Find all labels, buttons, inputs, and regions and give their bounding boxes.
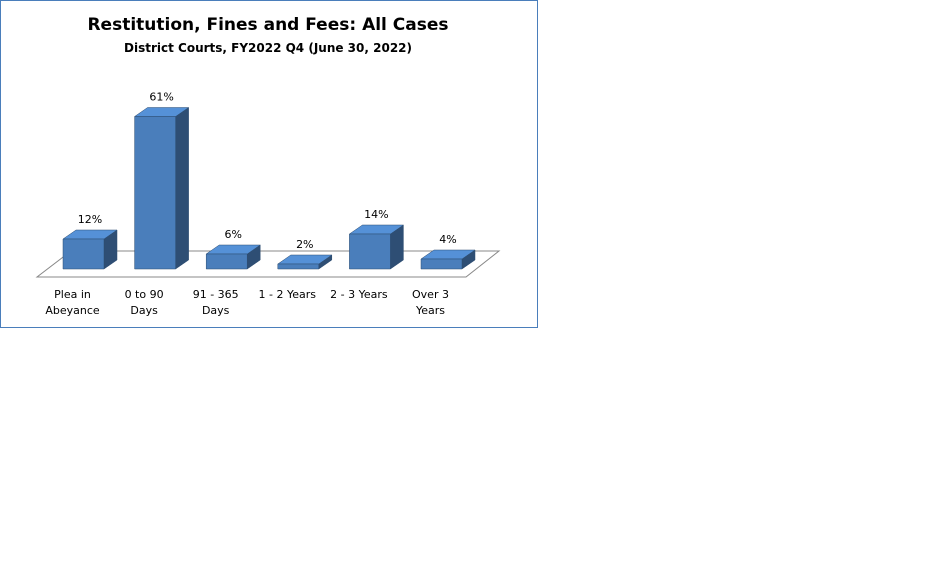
bar-front [420,258,463,270]
x-tick-label: 1 - 2 Years [258,288,317,301]
x-tick-label: 91 - 365 Days [192,288,239,317]
chart-frame: Restitution, Fines and Fees: All Cases D… [0,0,538,328]
bar-front [134,116,176,270]
bar [133,107,190,270]
x-tick-label: Over 3 Years [412,288,449,317]
value-label: 14% [364,208,388,221]
bar-front [62,238,105,270]
chart-subtitle: District Courts, FY2022 Q4 (June 30, 202… [124,41,412,55]
bar [348,224,405,270]
bar-front [277,263,320,270]
value-label: 2% [296,238,313,251]
bar-side [175,107,189,270]
value-label: 6% [224,228,241,241]
x-tick-label: 2 - 3 Years [330,288,388,301]
bar [62,229,118,270]
bar-front [205,253,248,270]
bar [205,244,262,270]
x-tick-label: 0 to 90 Days [124,288,164,317]
x-tick-label: Plea in Abeyance [45,288,100,317]
bar [420,249,476,270]
value-label: 4% [439,233,456,246]
chart: Restitution, Fines and Fees: All Cases D… [35,15,501,278]
chart-title: Restitution, Fines and Fees: All Cases [87,15,448,35]
value-label: 12% [78,213,102,226]
bar-front [349,233,391,270]
value-label: 61% [149,91,173,104]
bar [276,254,333,270]
